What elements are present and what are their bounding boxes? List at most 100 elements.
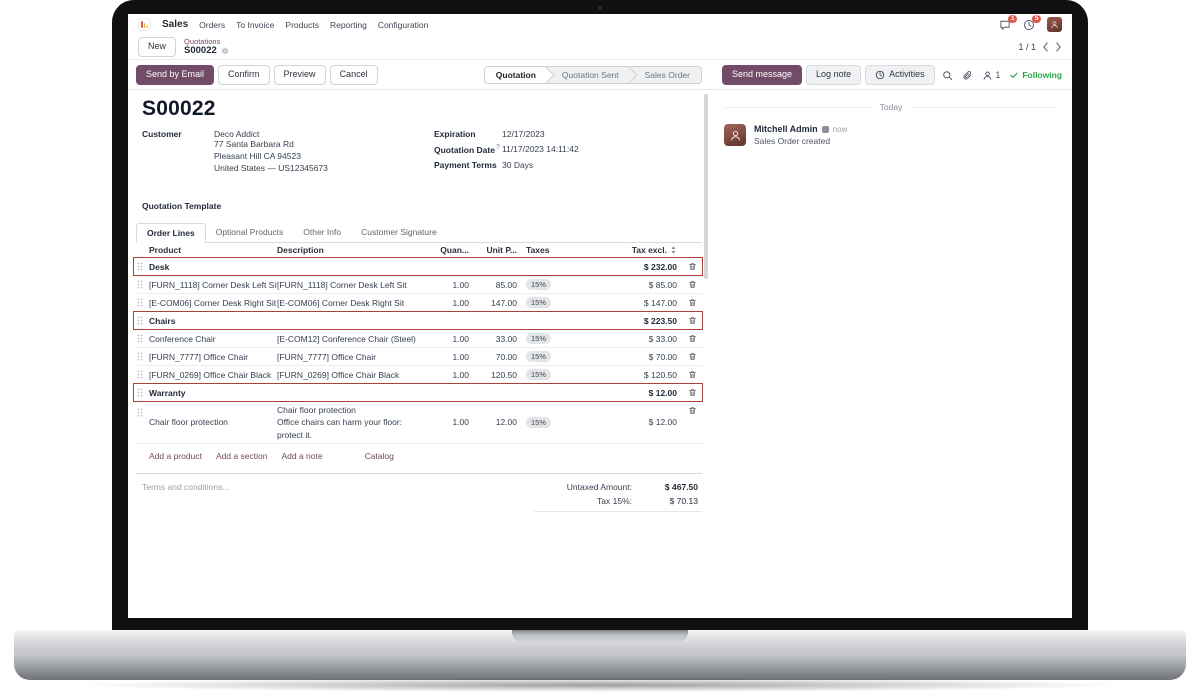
user-avatar[interactable] (1047, 17, 1062, 32)
pager-next-button[interactable] (1055, 42, 1062, 52)
product-cell[interactable]: [FURN_1118] Corner Desk Left Sit (149, 279, 277, 290)
tab-other-info[interactable]: Other Info (303, 227, 342, 237)
delete-row-button[interactable] (682, 298, 702, 307)
status-step-sales-order[interactable]: Sales Order (629, 67, 701, 83)
tax-badge[interactable]: 15% (526, 416, 552, 429)
unit-price-cell[interactable]: 85.00 (495, 279, 517, 290)
quantity-cell[interactable]: 1.00 (452, 279, 469, 290)
form-scrollbar[interactable] (704, 92, 708, 618)
drag-handle-icon[interactable] (136, 351, 144, 362)
add-product-link[interactable]: Add a product (149, 450, 202, 461)
description-cell[interactable]: [FURN_0269] Office Chair Black (277, 369, 400, 380)
status-step-quotation-sent[interactable]: Quotation Sent (546, 67, 630, 83)
catalog-link[interactable]: Catalog (364, 450, 394, 461)
followers-button[interactable]: 1 (982, 70, 1000, 81)
col-description[interactable]: Description (277, 245, 324, 255)
breadcrumb-parent[interactable]: Quotations (184, 36, 221, 46)
section-name[interactable]: Desk (149, 261, 170, 272)
order-line-row[interactable]: [FURN_1118] Corner Desk Left Sit [FURN_1… (136, 276, 702, 294)
description-cell[interactable]: [FURN_7777] Office Chair (277, 351, 377, 362)
order-line-row[interactable]: [FURN_7777] Office Chair [FURN_7777] Off… (136, 348, 702, 366)
drag-handle-icon[interactable] (136, 261, 144, 272)
sort-icon[interactable] (670, 245, 677, 255)
customer-name-field[interactable]: Deco Addict (214, 129, 260, 139)
delete-row-button[interactable] (682, 262, 702, 271)
activities-button[interactable]: Activities (865, 65, 935, 85)
delete-row-button[interactable] (682, 334, 702, 343)
tab-order-lines[interactable]: Order Lines (136, 223, 206, 243)
drag-handle-icon[interactable] (136, 387, 144, 398)
add-section-link[interactable]: Add a section (215, 450, 268, 461)
order-line-row[interactable]: Chair floor protection Chair floor prote… (136, 402, 702, 444)
tax-badge[interactable]: 15% (526, 332, 552, 345)
quantity-cell[interactable]: 1.00 (452, 369, 469, 380)
product-cell[interactable]: [FURN_7777] Office Chair (149, 351, 249, 362)
col-product[interactable]: Product (149, 245, 182, 255)
send-by-email-button[interactable]: Send by Email (136, 65, 215, 85)
drag-handle-icon[interactable] (136, 333, 144, 344)
log-note-button[interactable]: Log note (806, 65, 862, 85)
status-step-quotation[interactable]: Quotation (484, 67, 547, 83)
quantity-cell[interactable]: 1.00 (452, 297, 469, 308)
add-note-link[interactable]: Add a note (281, 450, 323, 461)
section-row-warranty[interactable]: Warranty $ 12.00 (133, 383, 703, 402)
messages-icon[interactable]: 1 (999, 14, 1017, 31)
tax-badge[interactable]: 15% (526, 278, 552, 291)
product-cell[interactable]: [E-COM06] Corner Desk Right Sit (149, 297, 277, 308)
description-cell[interactable]: Chair floor protection Office chairs can… (277, 405, 403, 440)
tax-badge[interactable]: 15% (526, 296, 552, 309)
activities-tray-icon[interactable]: 5 (1023, 14, 1041, 31)
drag-handle-icon[interactable] (136, 369, 144, 380)
order-line-row[interactable]: [FURN_0269] Office Chair Black [FURN_026… (136, 366, 702, 384)
confirm-button[interactable]: Confirm (218, 65, 270, 85)
message-author[interactable]: Mitchell Admin (754, 124, 818, 134)
menu-products[interactable]: Products (285, 19, 319, 30)
section-name[interactable]: Chairs (149, 315, 176, 326)
menu-reporting[interactable]: Reporting (329, 19, 367, 30)
tax-badge[interactable]: 15% (526, 368, 552, 381)
unit-price-cell[interactable]: 70.00 (495, 351, 517, 362)
order-line-row[interactable]: Conference Chair [E-COM12] Conference Ch… (136, 330, 702, 348)
pager-prev-button[interactable] (1042, 42, 1049, 52)
quantity-cell[interactable]: 1.00 (452, 351, 469, 362)
new-button[interactable]: New (138, 37, 177, 57)
delete-row-button[interactable] (682, 316, 702, 325)
col-unit-price[interactable]: Unit P... (486, 245, 517, 255)
order-line-row[interactable]: [E-COM06] Corner Desk Right Sit [E-COM06… (136, 294, 702, 312)
delete-row-button[interactable] (682, 280, 702, 289)
preview-button[interactable]: Preview (273, 65, 326, 85)
terms-placeholder[interactable]: Terms and conditions... (142, 481, 230, 492)
scrollbar-thumb[interactable] (704, 94, 708, 279)
unit-price-cell[interactable]: 33.00 (495, 333, 517, 344)
product-cell[interactable]: Conference Chair (149, 333, 216, 344)
following-button[interactable]: Following (1009, 70, 1062, 80)
drag-handle-icon[interactable] (136, 315, 144, 326)
menu-configuration[interactable]: Configuration (377, 19, 429, 30)
menu-to-invoice[interactable]: To Invoice (236, 19, 275, 30)
section-row-chairs[interactable]: Chairs $ 223.50 (133, 311, 703, 330)
attachment-icon[interactable] (962, 70, 973, 81)
description-cell[interactable]: [E-COM12] Conference Chair (Steel) (277, 333, 416, 344)
drag-handle-icon[interactable] (136, 407, 144, 418)
section-row-desk[interactable]: Desk $ 232.00 (133, 257, 703, 276)
tax-badge[interactable]: 15% (526, 350, 552, 363)
unit-price-cell[interactable]: 12.00 (495, 417, 517, 428)
expiration-field[interactable]: 12/17/2023 (502, 129, 545, 139)
unit-price-cell[interactable]: 120.50 (491, 369, 517, 380)
sales-app-icon[interactable] (138, 18, 151, 31)
search-icon[interactable] (942, 70, 953, 81)
col-quantity[interactable]: Quan... (440, 245, 469, 255)
col-taxes[interactable]: Taxes (526, 245, 550, 255)
product-cell[interactable]: [FURN_0269] Office Chair Black (149, 369, 272, 380)
delete-row-button[interactable] (682, 370, 702, 379)
payment-terms-field[interactable]: 30 Days (502, 159, 534, 170)
send-message-button[interactable]: Send message (722, 65, 803, 85)
quotation-date-field[interactable]: 11/17/2023 14:11:42 (502, 144, 579, 154)
description-cell[interactable]: [E-COM06] Corner Desk Right Sit (277, 297, 405, 308)
delete-row-button[interactable] (682, 406, 702, 415)
unit-price-cell[interactable]: 147.00 (491, 297, 517, 308)
gear-icon[interactable] (221, 47, 229, 55)
description-cell[interactable]: [FURN_1118] Corner Desk Left Sit (277, 279, 407, 290)
col-amount[interactable]: Tax excl. (631, 245, 667, 255)
section-name[interactable]: Warranty (149, 387, 186, 398)
